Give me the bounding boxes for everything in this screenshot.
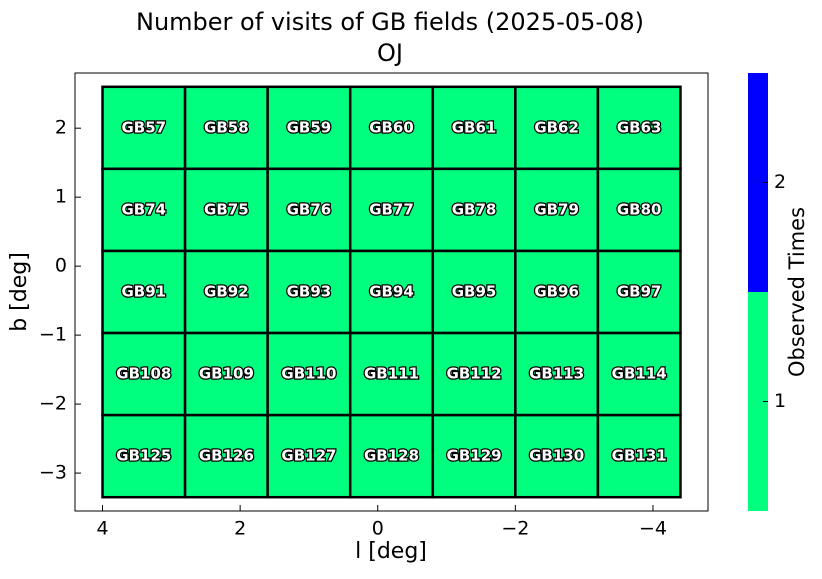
colorbar-tick-label: 2: [774, 171, 786, 193]
field-label: GB59: [287, 118, 332, 136]
x-axis-label: l [deg]: [355, 539, 427, 564]
chart-title: Number of visits of GB fields (2025-05-0…: [136, 8, 644, 36]
y-tick-label: 2: [55, 117, 67, 139]
field-label: GB91: [121, 283, 166, 301]
field-label: GB97: [617, 283, 662, 301]
x-tick-label: −4: [639, 518, 667, 540]
x-tick-label: 0: [372, 518, 384, 540]
field-label: GB79: [534, 200, 579, 218]
field-label: GB113: [529, 365, 584, 383]
field-label: GB94: [369, 283, 414, 301]
y-axis-label: b [deg]: [7, 252, 32, 332]
field-cell: [596, 85, 682, 171]
field-cell: [431, 331, 517, 417]
field-label: GB77: [369, 200, 414, 218]
field-label: GB62: [534, 118, 579, 136]
colorbar-segment: [748, 292, 768, 511]
field-label: GB60: [369, 118, 414, 136]
field-cell: [514, 331, 600, 417]
x-tick-label: 4: [96, 518, 108, 540]
field-cell: [183, 249, 269, 335]
field-label: GB112: [447, 365, 502, 383]
field-label: GB92: [204, 283, 249, 301]
field-label: GB130: [529, 447, 584, 465]
chart-subtitle: OJ: [377, 39, 403, 67]
field-cell: [101, 413, 187, 499]
field-cell: [514, 85, 600, 171]
colorbar-tick-label: 1: [774, 390, 786, 412]
field-label: GB93: [287, 283, 332, 301]
field-label: GB80: [617, 200, 662, 218]
field-label: GB128: [364, 447, 419, 465]
field-cell: [183, 413, 269, 499]
field-cell: [596, 413, 682, 499]
plot-frame: [74, 72, 709, 512]
field-label: GB114: [612, 365, 667, 383]
field-label: GB111: [364, 365, 419, 383]
field-cell: [183, 167, 269, 253]
field-label: GB58: [204, 118, 249, 136]
field-label: GB76: [287, 200, 332, 218]
y-tick-label: −2: [39, 393, 67, 415]
field-cell: [101, 167, 187, 253]
x-tick-label: 2: [234, 518, 246, 540]
y-tick-label: 1: [55, 186, 67, 208]
field-cell: [266, 413, 352, 499]
field-label: GB96: [534, 283, 579, 301]
field-label: GB95: [452, 283, 497, 301]
field-cell: [348, 413, 435, 499]
field-label: GB75: [204, 200, 249, 218]
field-label: GB127: [281, 447, 336, 465]
field-cell: [101, 249, 187, 335]
field-cell: [266, 249, 352, 335]
field-cell: [183, 331, 269, 417]
y-tick-label: 0: [55, 255, 67, 277]
colorbar-segment: [748, 73, 768, 292]
field-label: GB110: [281, 365, 336, 383]
field-cell: [431, 167, 517, 253]
field-cell: [514, 249, 600, 335]
x-tick-label: −2: [501, 518, 529, 540]
field-label: GB129: [447, 447, 502, 465]
field-cell: [348, 85, 435, 171]
field-label: GB57: [121, 118, 166, 136]
field-label: GB131: [612, 447, 667, 465]
field-label: GB108: [116, 365, 171, 383]
field-cell: [596, 167, 682, 253]
y-tick-label: −3: [39, 462, 67, 484]
colorbar-label: Observed Times: [785, 207, 809, 377]
field-cell: [101, 331, 187, 417]
field-label: GB125: [116, 447, 171, 465]
y-tick-label: −1: [39, 324, 67, 346]
field-label: GB61: [452, 118, 497, 136]
field-label: GB109: [199, 365, 254, 383]
field-label: GB74: [121, 200, 166, 218]
field-label: GB126: [199, 447, 254, 465]
field-cell: [348, 167, 435, 253]
field-label: GB63: [617, 118, 662, 136]
field-label: GB78: [452, 200, 497, 218]
